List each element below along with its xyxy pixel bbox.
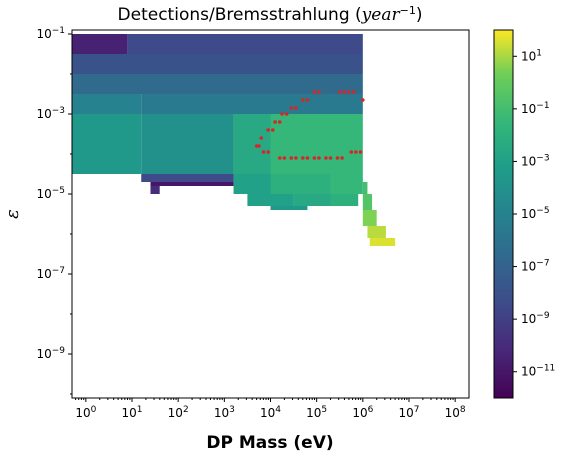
colorbar-tick-label: 10−5 xyxy=(521,206,550,221)
marker-point xyxy=(317,156,321,160)
y-axis-label: ε xyxy=(2,209,23,219)
marker-point xyxy=(358,150,363,154)
y-tick-label: 10−7 xyxy=(36,266,65,281)
marker-point xyxy=(312,90,317,94)
marker-point xyxy=(289,156,294,160)
colorbar-tick-label: 10−9 xyxy=(521,311,550,326)
x-axis-label: DP Mass (eV) xyxy=(206,433,333,452)
marker-point xyxy=(317,90,321,94)
marker-point xyxy=(349,150,354,154)
x-tick-label: 104 xyxy=(260,405,281,420)
heatmap-cell xyxy=(362,182,368,194)
marker-point xyxy=(342,90,347,94)
marker-point xyxy=(266,150,270,154)
marker-point xyxy=(273,120,277,124)
heatmap-cell xyxy=(141,114,234,174)
y-tick-label: 10−9 xyxy=(36,346,65,361)
marker-point xyxy=(337,90,342,94)
heatmap-cell xyxy=(367,226,386,238)
colorbar-tick-label: 10−3 xyxy=(521,153,550,168)
heatmap-cell xyxy=(141,94,363,114)
marker-point xyxy=(301,98,305,102)
marker-point xyxy=(301,156,305,160)
heatmap-cell xyxy=(150,186,160,194)
heatmap-cell xyxy=(270,114,363,174)
marker-point xyxy=(261,150,266,154)
marker-point xyxy=(324,156,328,160)
marker-point xyxy=(312,156,317,160)
marker-point xyxy=(294,106,298,110)
colorbar-tick-label: 101 xyxy=(521,48,542,63)
y-axis-ticks: 10−1 10−3 10−5 10−7 10−9 xyxy=(36,26,72,395)
heatmap-cell xyxy=(362,210,377,226)
marker-point xyxy=(354,150,358,154)
marker-point xyxy=(289,106,294,110)
colorbar-ticks: 101 10−1 10−3 10−5 10−7 10−9 10−11 xyxy=(513,48,555,379)
heatmap-cell xyxy=(270,206,308,210)
marker-point xyxy=(259,136,264,140)
chart-title: Detections/Bremsstrahlung (year−1) xyxy=(118,4,423,26)
colorbar-tick-label: 10−11 xyxy=(521,364,555,379)
y-tick-label: 10−3 xyxy=(36,106,65,121)
colorbar xyxy=(493,29,514,399)
marker-point xyxy=(305,98,310,102)
x-tick-label: 101 xyxy=(122,405,143,420)
heatmap-cell xyxy=(127,34,363,54)
heatmap-cell xyxy=(233,174,271,194)
heatmap-cell xyxy=(270,174,331,194)
marker-point xyxy=(361,98,365,102)
marker-point xyxy=(294,156,298,160)
heatmap-cell xyxy=(330,194,359,206)
heatmap-cell xyxy=(247,194,294,206)
heatmap-cell xyxy=(293,194,331,206)
y-tick-label: 10−5 xyxy=(36,186,65,201)
x-tick-label: 106 xyxy=(352,405,373,420)
marker-points xyxy=(254,90,365,160)
heatmap-cell xyxy=(369,238,396,246)
colorbar-tick-label: 10−7 xyxy=(521,259,550,274)
x-tick-label: 105 xyxy=(306,405,327,420)
marker-point xyxy=(347,90,351,94)
marker-point xyxy=(340,156,344,160)
heatmap-cell xyxy=(72,114,142,174)
marker-point xyxy=(351,90,356,94)
x-tick-label: 107 xyxy=(398,405,419,420)
x-tick-label: 100 xyxy=(75,405,96,420)
marker-point xyxy=(328,156,333,160)
colorbar-tick-label: 10−1 xyxy=(521,101,550,116)
heatmap-cell xyxy=(141,174,234,182)
marker-point xyxy=(266,128,270,132)
marker-point xyxy=(277,120,282,124)
heatmap-cell xyxy=(362,194,373,210)
heatmap-cell xyxy=(150,182,234,186)
heatmap-cell xyxy=(330,174,363,194)
marker-point xyxy=(257,144,261,148)
x-tick-label: 102 xyxy=(168,405,189,420)
marker-point xyxy=(282,156,287,160)
x-tick-label: 108 xyxy=(445,405,466,420)
heatmap-cell xyxy=(72,54,363,74)
y-tick-label: 10−1 xyxy=(36,26,65,41)
x-axis-ticks: 100 101 102 103 104 105 106 107 108 xyxy=(75,398,466,420)
heatmap-cell xyxy=(233,114,271,174)
marker-point xyxy=(305,156,310,160)
heatmap-cell xyxy=(72,94,142,114)
heatmap-cell xyxy=(72,34,128,54)
heatmap-cells xyxy=(72,34,396,246)
x-tick-label: 103 xyxy=(214,405,235,420)
marker-point xyxy=(284,112,289,116)
marker-point xyxy=(335,156,340,160)
heatmap-cell xyxy=(72,74,363,94)
marker-point xyxy=(277,156,282,160)
marker-point xyxy=(280,112,284,116)
marker-point xyxy=(271,128,275,132)
